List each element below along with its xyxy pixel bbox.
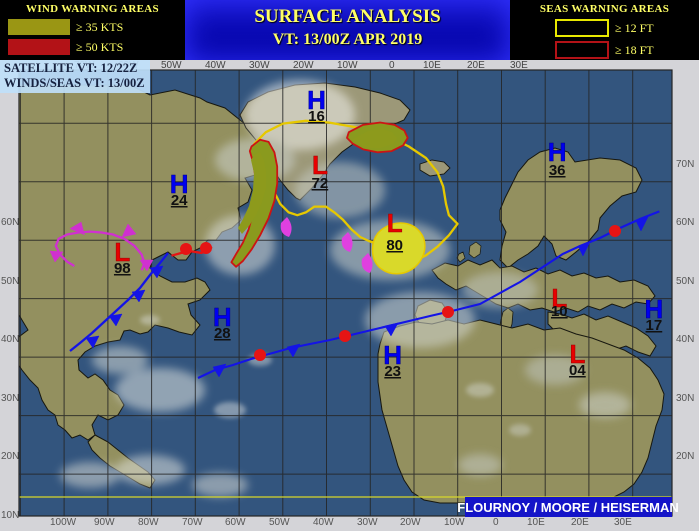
svg-text:L: L: [387, 208, 403, 238]
svg-text:FLOURNOY / MOORE / HEISERMAN: FLOURNOY / MOORE / HEISERMAN: [457, 500, 679, 515]
svg-text:16: 16: [308, 108, 325, 125]
svg-text:17: 17: [646, 317, 663, 334]
svg-text:36: 36: [549, 162, 566, 179]
svg-text:28: 28: [214, 325, 231, 342]
svg-text:72: 72: [312, 175, 329, 192]
svg-text:10: 10: [551, 303, 568, 320]
svg-text:23: 23: [384, 363, 401, 380]
svg-text:04: 04: [569, 362, 586, 379]
svg-text:80: 80: [386, 237, 403, 254]
svg-text:98: 98: [114, 260, 131, 277]
svg-text:24: 24: [171, 192, 188, 209]
